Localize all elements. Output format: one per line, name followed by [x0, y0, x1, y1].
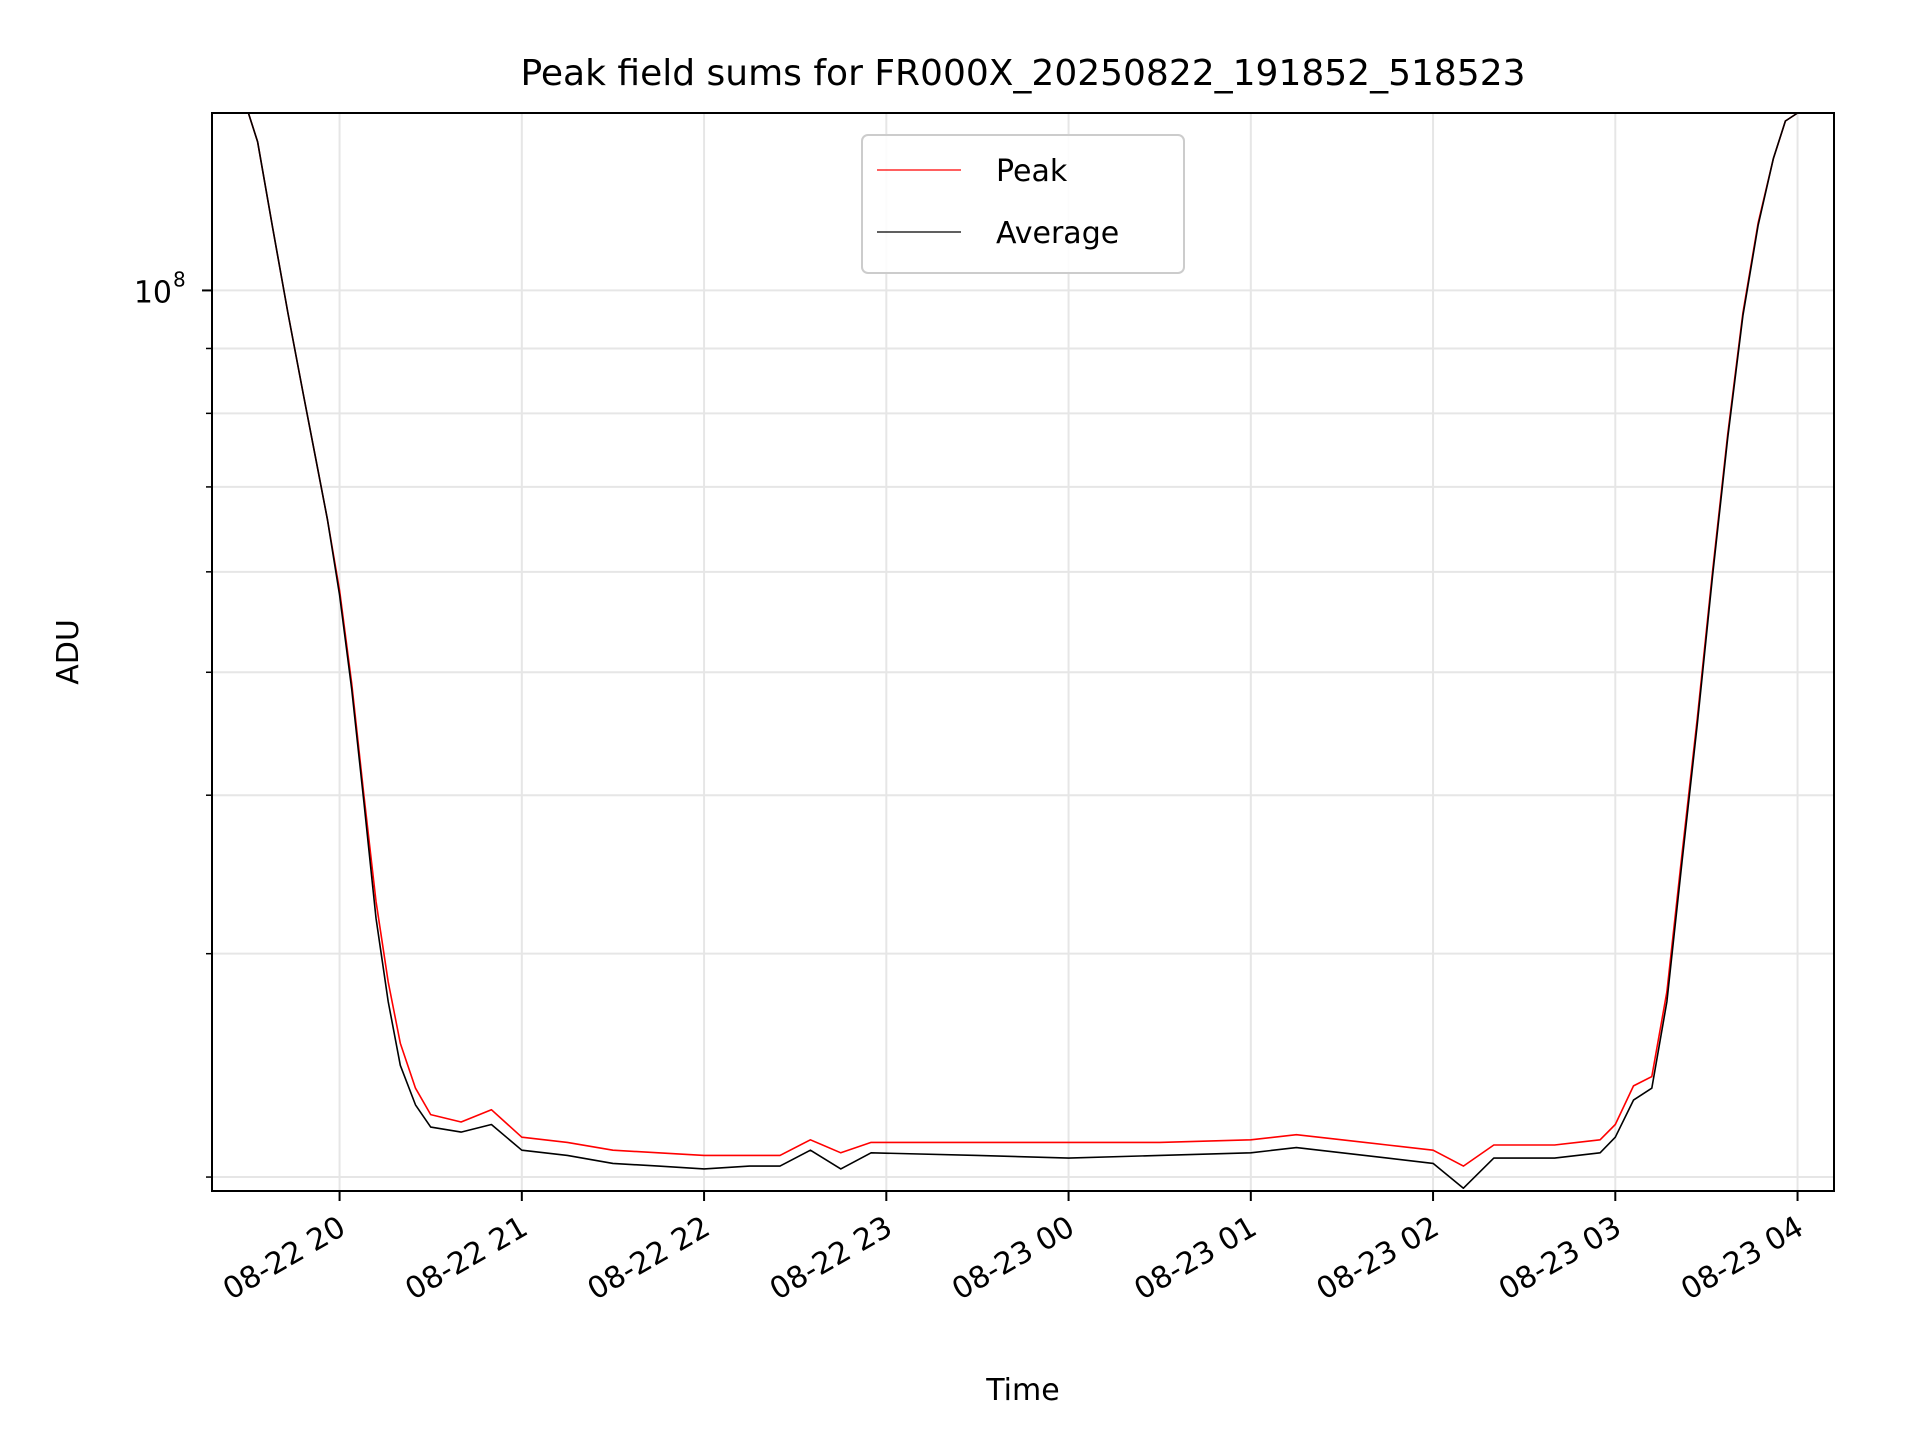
legend: Peak Average — [861, 134, 1185, 274]
y-tick-label: 10 — [134, 275, 172, 310]
legend-label-average: Average — [996, 216, 1119, 251]
series-layer — [212, 112, 1834, 1189]
y-tick-label-exponent: 8 — [173, 267, 186, 291]
chart-title: Peak field sums for FR000X_20250822_1918… — [520, 53, 1525, 94]
grid — [212, 113, 1834, 1191]
plot-frame — [211, 112, 1835, 1192]
y-axis: 10 8 — [134, 267, 212, 1178]
series-line-average — [212, 112, 1834, 1189]
legend-label-peak: Peak — [996, 154, 1068, 189]
y-axis-label: ADU — [51, 619, 86, 685]
x-axis-label: Time — [985, 1373, 1059, 1408]
